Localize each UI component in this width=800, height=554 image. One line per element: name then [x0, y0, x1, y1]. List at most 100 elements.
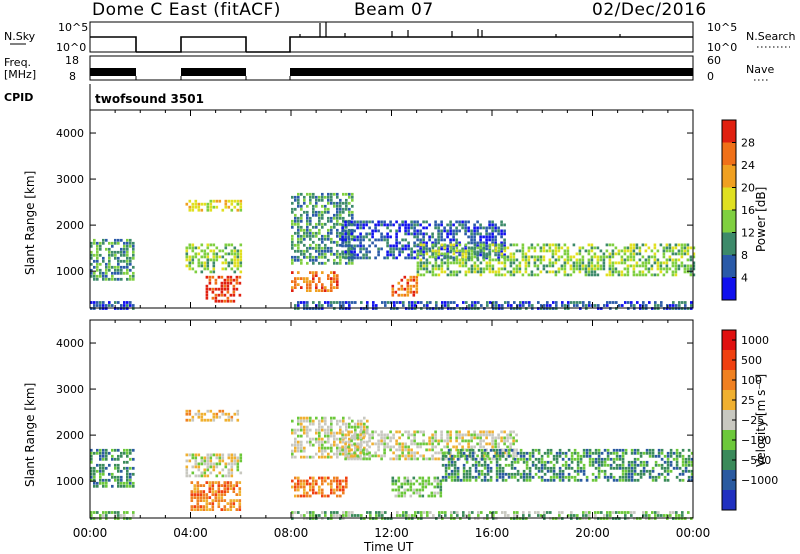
echo-cell [212, 453, 216, 457]
echo-cell [438, 514, 441, 517]
echo-cell [354, 431, 357, 435]
echo-cell [656, 273, 660, 277]
echo-cell [588, 460, 592, 464]
echo-cell [404, 430, 407, 434]
echo-cell [350, 439, 353, 443]
echo-cell [333, 488, 336, 492]
echo-cell [96, 463, 99, 467]
echo-cell [348, 301, 351, 304]
echo-cell [600, 463, 604, 467]
echo-cell [105, 448, 108, 452]
echo-cell [321, 246, 324, 250]
echo-cell [618, 448, 622, 452]
echo-cell [309, 219, 312, 223]
echo-cell [114, 253, 117, 257]
echo-cell [221, 267, 225, 271]
echo-cell [452, 258, 456, 262]
echo-cell [372, 301, 375, 304]
echo-cell [486, 478, 490, 482]
echo-cell [333, 201, 336, 205]
echo-cell [416, 267, 420, 271]
echo-cell [653, 252, 657, 256]
echo-cell [683, 264, 687, 268]
echo-cell [321, 488, 324, 492]
echo-cell [659, 261, 663, 265]
echo-cell [291, 419, 294, 423]
echo-cell [309, 443, 312, 447]
echo-cell [321, 261, 324, 265]
echo-cell [96, 511, 99, 514]
echo-cell [396, 514, 399, 517]
echo-cell [657, 448, 661, 452]
echo-cell [443, 246, 447, 250]
echo-cell [96, 265, 99, 269]
colorbar-segment [722, 277, 736, 301]
echo-cell [641, 270, 645, 274]
echo-cell [330, 511, 333, 514]
echo-cell [185, 418, 189, 422]
echo-cell [386, 238, 389, 242]
echo-cell [522, 511, 525, 514]
freq-unit: [MHz] [4, 68, 36, 81]
echo-cell [224, 261, 228, 265]
echo-cell [590, 267, 594, 271]
echo-cell [552, 463, 556, 467]
echo-cell [90, 250, 93, 254]
echo-cell [495, 457, 499, 461]
echo-cell [336, 213, 339, 217]
echo-cell [191, 465, 195, 469]
echo-cell [656, 267, 660, 271]
echo-cell [294, 428, 297, 432]
echo-cell [126, 301, 129, 304]
echo-cell [389, 220, 392, 224]
echo-cell [353, 229, 356, 233]
velocity-y-axis-label: Slant Range [km] [23, 383, 37, 487]
echo-cell [353, 244, 356, 248]
echo-cell [412, 293, 416, 297]
echo-cell [312, 479, 315, 483]
echo-cell [444, 472, 448, 476]
echo-cell [564, 451, 568, 455]
echo-cell [324, 210, 327, 214]
echo-cell [480, 448, 484, 452]
echo-cell [635, 264, 639, 268]
echo-cell [342, 192, 345, 196]
echo-cell [227, 264, 231, 268]
echo-cell [440, 430, 443, 434]
echo-cell [533, 258, 537, 262]
echo-cell [474, 301, 477, 304]
echo-cell [206, 205, 210, 209]
echo-cell [426, 514, 429, 517]
echo-cell [593, 267, 597, 271]
echo-cell [654, 460, 658, 464]
echo-cell [416, 243, 420, 247]
echo-cell [482, 255, 486, 259]
echo-cell [306, 219, 309, 223]
echo-cell [543, 478, 547, 482]
echo-cell [689, 255, 693, 259]
echo-cell [191, 415, 195, 419]
echo-cell [452, 238, 455, 242]
echo-cell [339, 449, 342, 453]
echo-cell [330, 219, 333, 223]
echo-cell [576, 451, 580, 455]
echo-cell [437, 223, 440, 227]
echo-cell [479, 267, 483, 271]
echo-cell [193, 505, 197, 508]
echo-cell [330, 216, 333, 220]
echo-cell [371, 235, 374, 239]
echo-cell [306, 434, 309, 438]
echo-cell [318, 431, 321, 435]
echo-cell [374, 223, 377, 227]
echo-cell [486, 454, 490, 458]
echo-cell [491, 241, 494, 245]
echo-cell [291, 514, 294, 517]
echo-cell [389, 253, 392, 257]
echo-cell [591, 460, 595, 464]
echo-cell [321, 255, 324, 259]
echo-cell [368, 226, 371, 230]
echo-cell [394, 482, 398, 486]
echo-cell [626, 270, 630, 274]
echo-cell [90, 469, 93, 473]
